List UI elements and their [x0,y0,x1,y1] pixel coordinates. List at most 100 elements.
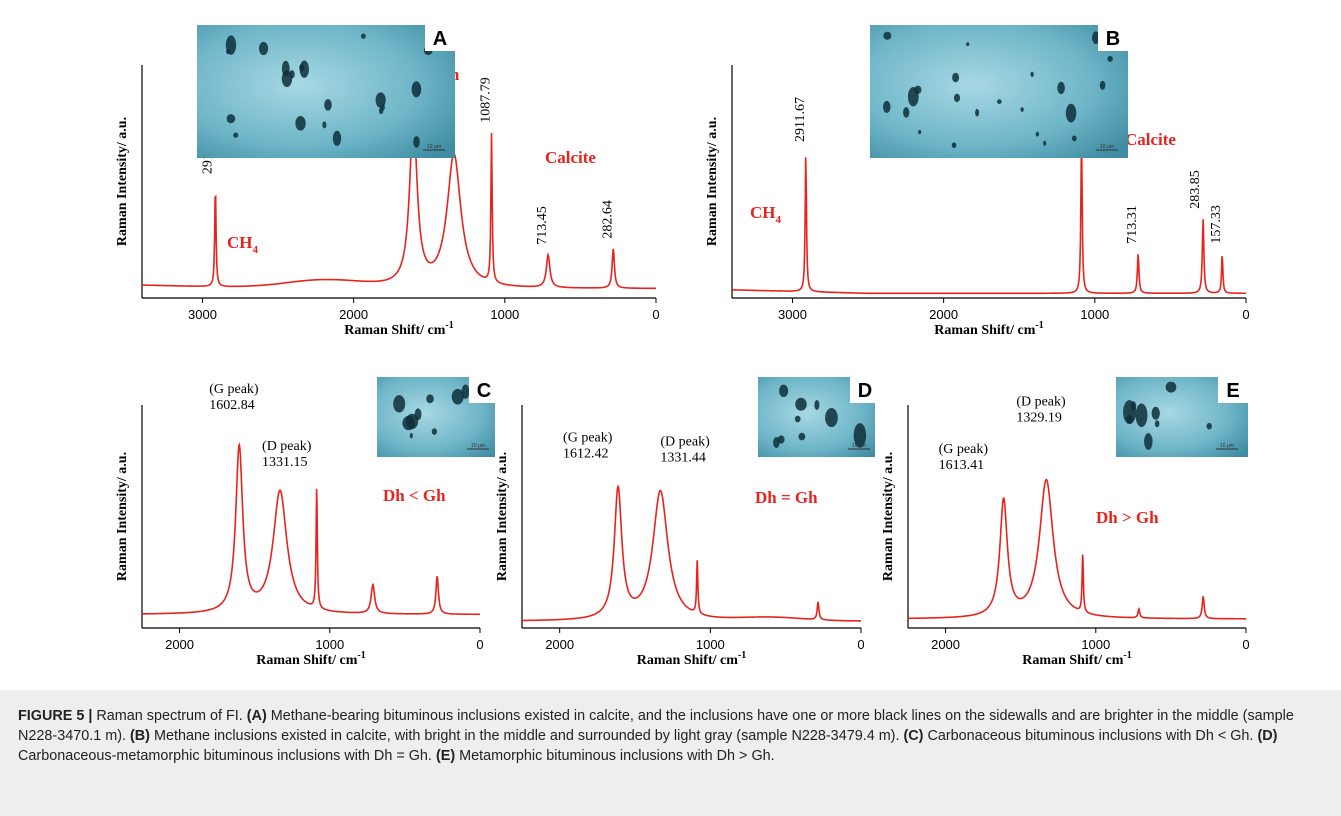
inclusion-blob [1165,381,1177,393]
panel-a-chart: 3000 2000 1000 0 Raman Shift/ cm-1 Raman Inte… [115,25,660,338]
peak-label: 1331.15 [262,455,308,470]
inclusion-blob [1154,420,1160,428]
peak-label: 1087.79 [479,77,494,123]
panel-letter-box [850,377,875,403]
spectrum-line [731,130,1246,295]
inclusion-blob [952,72,960,83]
inclusion-blob [1144,433,1153,450]
peak-label: 1331.44 [660,450,706,465]
inclusion-blob [375,92,386,108]
inclusion-blob [393,395,406,413]
inclusion-blob [918,130,922,135]
x-tick-label: 2000 [931,637,960,652]
inclusion-blob [295,116,306,131]
x-tick-label: 0 [857,637,864,652]
spectrum-line [141,441,480,616]
peak-label: 2911.67 [793,97,808,142]
caption-a-text: Methane-bearing bituminous inclusions ex… [18,708,1294,744]
inclusion-blob [777,435,785,444]
figure-caption: FIGURE 5 | Raman spectrum of FI. (A) Met… [0,690,1341,816]
inclusion-blob [951,142,957,149]
panel-letter: E [1226,380,1239,402]
inclusion-blob [975,108,980,117]
x-tick-label: 0 [1242,307,1249,322]
photomicrograph-inset: C 10 μm [377,377,495,457]
inclusion-blob [953,93,961,103]
scale-bar-label: 10 μm [1100,144,1114,150]
inclusion-blob [779,384,789,398]
caption-intro: Raman spectrum of FI. [92,708,247,724]
caption-a-tag: (A) [246,708,267,724]
y-axis-label: Raman Intensity/ a.u. [115,117,130,246]
caption-d-text: Carbonaceous-metamorphic bituminous incl… [18,748,436,764]
annotation-label: Dh > Gh [1096,508,1159,527]
inclusion-blob [233,132,239,138]
annotation-label: Calcite [545,148,596,167]
x-axis-label: Raman Shift/ cm-1 [934,320,1043,338]
inclusion-blob [426,394,434,404]
peak-label: 1329.19 [1016,411,1062,426]
inclusion-blob [1092,31,1100,45]
y-axis-label: Raman Intensity/ a.u. [115,452,130,581]
panel-b-chart: 3000 2000 1000 0 Raman Shift/ cm-1 Raman Inte… [705,25,1250,338]
panel-d-chart: 2000 1000 0 Raman Shift/ cm-1 Raman Intensit… [495,377,875,668]
x-axis-label-superscript: -1 [445,320,453,331]
inclusion-blob [853,423,867,448]
panel-c-chart: 2000 1000 0 Raman Shift/ cm-1 Raman Intensit… [115,377,495,668]
caption-e-tag: (E) [435,748,456,764]
inclusion-blob [461,384,470,399]
x-axis-label-superscript: -1 [1123,650,1131,661]
caption-e-text: Metamorphic bituminous inclusions with D… [455,748,775,764]
inclusion-blob [883,31,892,40]
caption-c-tag: (C) [903,728,924,744]
inclusion-blob [1126,415,1134,424]
inclusion-blob [226,114,236,124]
annotation-subscript: 4 [253,244,259,256]
peak-label: 1613.41 [939,458,985,473]
inclusion-blob [299,63,304,72]
x-tick-label: 2000 [545,637,574,652]
panel-letter: C [477,380,491,402]
peak-label: 283.85 [1188,170,1203,209]
y-axis-label: Raman Intensity/ a.u. [495,452,510,581]
x-axis-label-superscript: -1 [1035,320,1043,331]
x-tick-label: 2000 [929,307,958,322]
inclusion-blob [1206,422,1212,430]
inclusion-blob [798,432,806,441]
annotation-label: CH4 [750,203,782,226]
x-tick-label: 0 [1242,637,1249,652]
x-axis-label: Raman Shift/ cm-1 [1022,650,1131,668]
scale-bar-label: 10 μm [427,144,441,150]
panel-letter: D [858,380,872,402]
photomicrograph-inset: A 10 μm [197,25,455,158]
inclusion-blob [1151,406,1160,420]
peak-tag: (D peak) [660,434,710,449]
x-axis-label: Raman Shift/ cm-1 [637,650,746,668]
panel-letter: B [1106,28,1120,50]
peak-tag: (G peak) [563,430,613,445]
inclusion-blob [378,107,384,115]
inclusion-blob [1030,71,1034,77]
inset-image [870,25,1128,158]
peak-label: 1612.42 [563,446,608,461]
x-axis-label-superscript: -1 [738,650,746,661]
caption-lead: FIGURE 5 | [18,708,93,724]
panel-letter-box [1098,25,1128,51]
inclusion-blob [324,99,332,111]
photomicrograph-inset: D 10 μm [758,377,875,457]
panel-letter: A [433,28,447,50]
photomicrograph-inset: B 10 μm [870,25,1128,158]
x-tick-label: 3000 [188,307,217,322]
annotation-label: Dh = Gh [755,488,818,507]
inclusion-blob [882,100,891,113]
inclusion-blob [1043,140,1047,146]
panel-letter-box [1218,377,1248,403]
peak-tag: (G peak) [939,442,989,457]
x-tick-label: 2000 [339,307,368,322]
panel-letter-box [469,377,495,403]
caption-b-text: Methane inclusions existed in calcite, w… [149,728,904,744]
inclusion-blob [795,397,807,411]
x-tick-label: 1000 [1081,637,1110,652]
spectrum-line [522,484,861,622]
inclusion-blob [914,85,922,94]
